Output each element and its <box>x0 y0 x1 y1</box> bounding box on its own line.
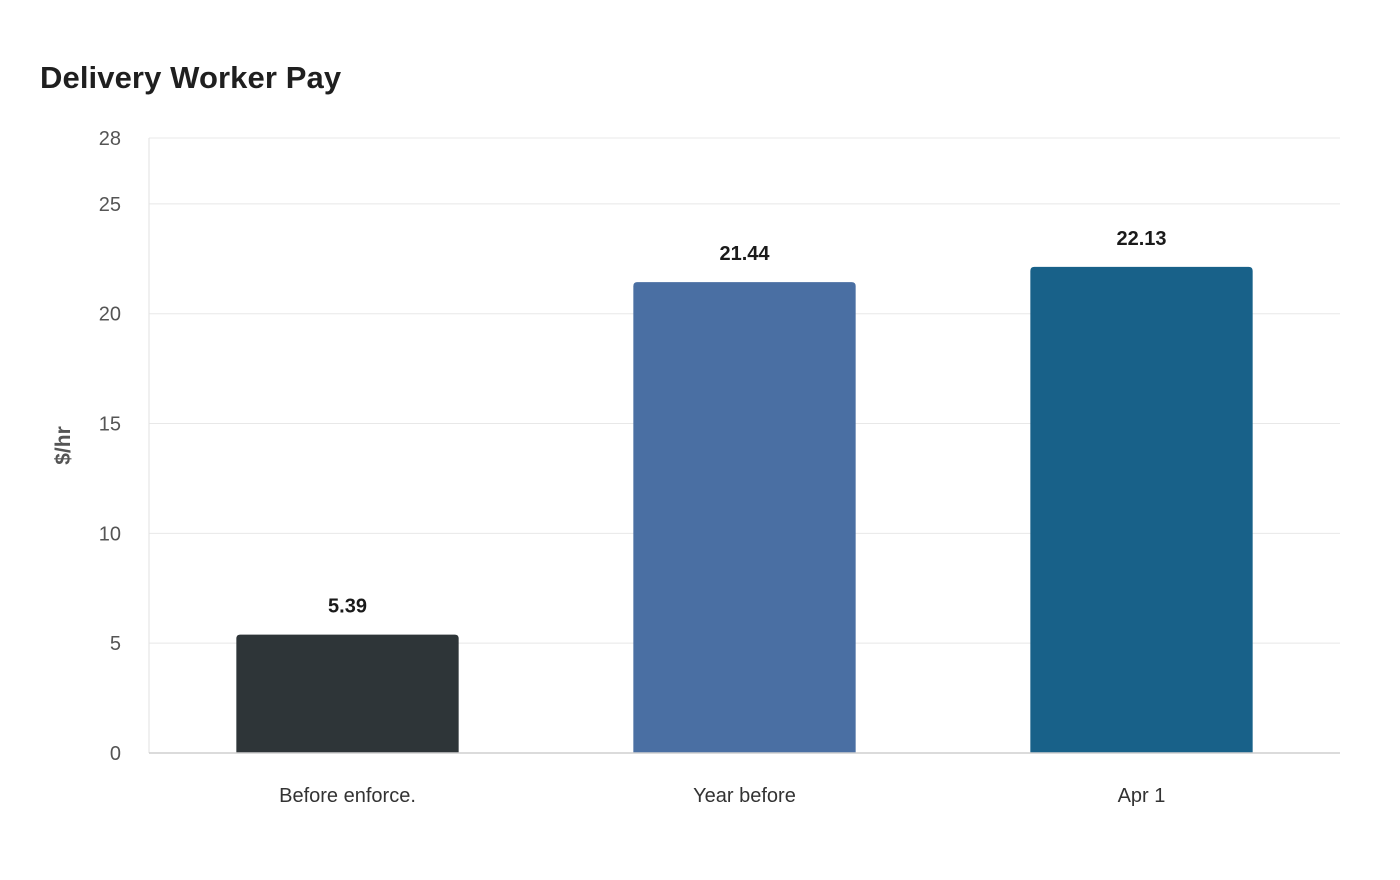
x-category-label: Year before <box>693 785 796 807</box>
y-tick-label: 20 <box>99 304 121 326</box>
x-axis-categories: Before enforce. Year before Apr 1 <box>279 785 1165 807</box>
y-tick-label: 5 <box>110 633 121 655</box>
x-category-label: Apr 1 <box>1118 785 1166 807</box>
value-labels: 5.39 21.44 22.13 <box>328 228 1167 618</box>
value-label: 21.44 <box>719 243 770 265</box>
y-axis-title: $/hr <box>52 426 75 465</box>
bar <box>633 282 856 753</box>
value-label: 22.13 <box>1116 228 1166 250</box>
y-tick-label: 10 <box>99 523 121 545</box>
y-axis-ticks: 0 5 10 15 20 25 28 <box>99 128 121 765</box>
y-tick-label: 28 <box>99 128 121 150</box>
bar <box>1030 266 1253 753</box>
y-tick-label: 25 <box>99 194 121 216</box>
y-tick-label: 0 <box>110 743 121 765</box>
chart-title: Delivery Worker Pay <box>40 60 342 95</box>
bar <box>236 634 459 753</box>
bars <box>236 266 1253 753</box>
y-tick-label: 15 <box>99 414 121 436</box>
x-category-label: Before enforce. <box>279 785 416 807</box>
value-label: 5.39 <box>328 596 367 618</box>
